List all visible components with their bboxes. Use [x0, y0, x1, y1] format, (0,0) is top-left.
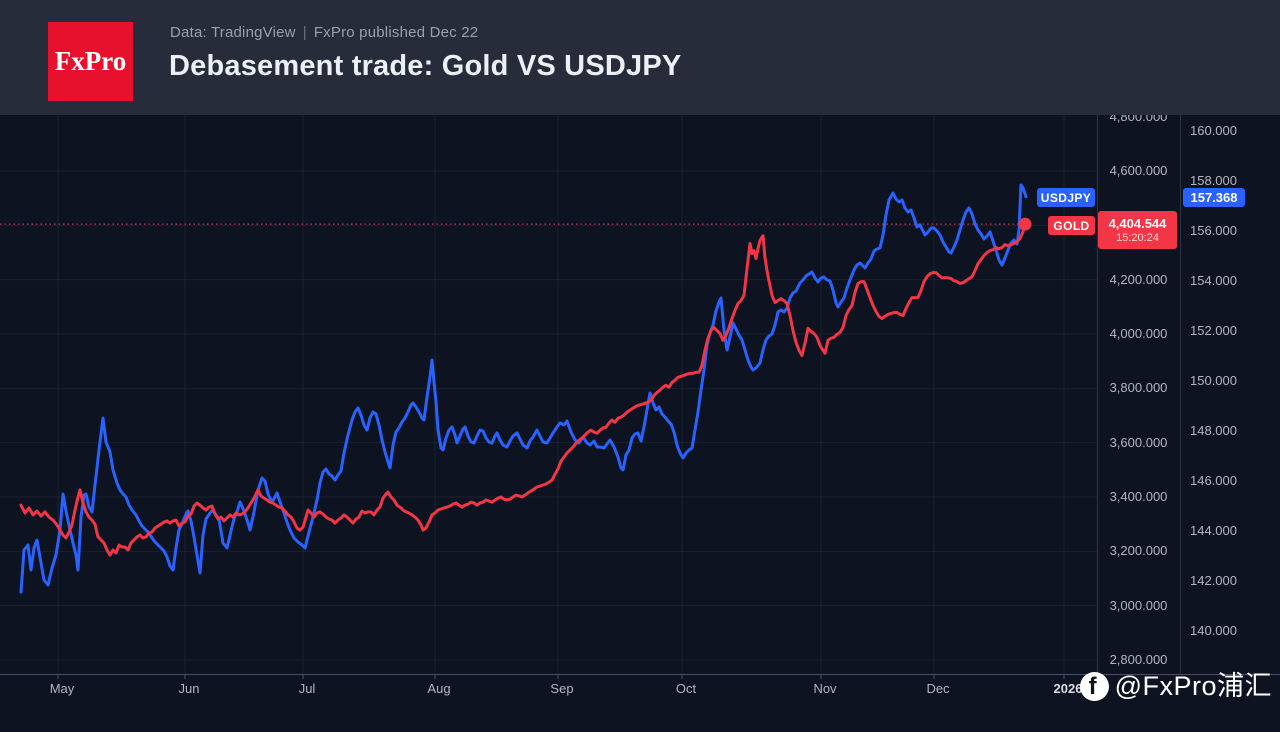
published-text: FxPro published Dec 22 — [313, 24, 479, 41]
fxpro-logo-text: FxPro — [54, 46, 127, 76]
gold-line[interactable] — [19, 222, 1027, 557]
kicker-separator: | — [302, 24, 307, 41]
gold-last-price: 4,404.544 — [1108, 215, 1167, 231]
jpy-axis-tick: 148.000 — [1190, 423, 1237, 438]
x-axis-tick-Jul: Jul — [298, 681, 316, 696]
x-axis-tick-Jun: Jun — [178, 681, 200, 696]
gold-axis-tick: 2,800.000 — [1109, 652, 1168, 667]
data-source-text: Data: TradingView — [170, 24, 296, 41]
watermark: f @FxPro浦汇 — [1079, 671, 1272, 701]
header-bar: FxPro Data: TradingView | FxPro published … — [0, 0, 1280, 115]
facebook-icon: f — [1079, 672, 1109, 701]
x-axis-tick-May: May — [49, 681, 75, 696]
usdjpy-line[interactable] — [19, 183, 1028, 594]
jpy-axis-tick: 152.000 — [1190, 323, 1237, 338]
gold-axis-tick: 4,000.000 — [1109, 326, 1168, 341]
x-axis-tick-2026: 2026 — [1053, 681, 1083, 696]
gold-last-price-label[interactable]: 4,404.544 15:20:24 — [1098, 211, 1177, 249]
gold-axis-tick: 3,000.000 — [1109, 597, 1168, 613]
page-title: Debasement trade: Gold VS USDJPY — [169, 50, 682, 82]
gold-last-point-dot — [1018, 217, 1032, 231]
fxpro-logo: FxPro — [48, 22, 133, 101]
jpy-axis-tick: 154.000 — [1190, 273, 1237, 288]
x-axis-tick-Nov: Nov — [813, 681, 837, 696]
gold-axis-tick: 3,600.000 — [1109, 434, 1168, 450]
gold-axis-tick: 4,600.000 — [1109, 163, 1168, 178]
gold-last-time: 15:20:24 — [1116, 231, 1159, 244]
jpy-axis-tick: 146.000 — [1190, 473, 1237, 488]
jpy-axis-tick: 142.000 — [1190, 573, 1237, 588]
x-axis-tick-Oct: Oct — [675, 681, 697, 696]
jpy-axis-tick: 144.000 — [1190, 523, 1237, 538]
gold-axis-tick: 3,400.000 — [1109, 489, 1168, 504]
kicker-line: Data: TradingView | FxPro published Dec 22 — [170, 24, 478, 41]
x-axis-tick-Dec: Dec — [926, 681, 950, 696]
jpy-axis-tick: 158.000 — [1190, 173, 1237, 188]
watermark-handle: @FxPro浦汇 — [1114, 671, 1272, 701]
jpy-axis-tick: 150.000 — [1190, 373, 1237, 388]
jpy-axis-tick: 140.000 — [1190, 623, 1237, 638]
gold-series-flag[interactable]: GOLD — [1048, 216, 1095, 235]
gold-axis-tick: 3,800.000 — [1109, 380, 1168, 396]
jpy-axis-tick: 156.000 — [1190, 223, 1237, 238]
gold-axis-tick: 4,200.000 — [1109, 271, 1168, 287]
gold-axis-tick: 3,200.000 — [1109, 543, 1168, 559]
jpy-axis-tick: 160.000 — [1190, 123, 1237, 138]
x-axis-tick-Aug: Aug — [427, 681, 451, 696]
usdjpy-last-price-label[interactable]: 157.368 — [1183, 188, 1245, 207]
usdjpy-series-flag[interactable]: USDJPY — [1037, 188, 1095, 207]
x-axis-tick-Sep: Sep — [550, 681, 574, 696]
